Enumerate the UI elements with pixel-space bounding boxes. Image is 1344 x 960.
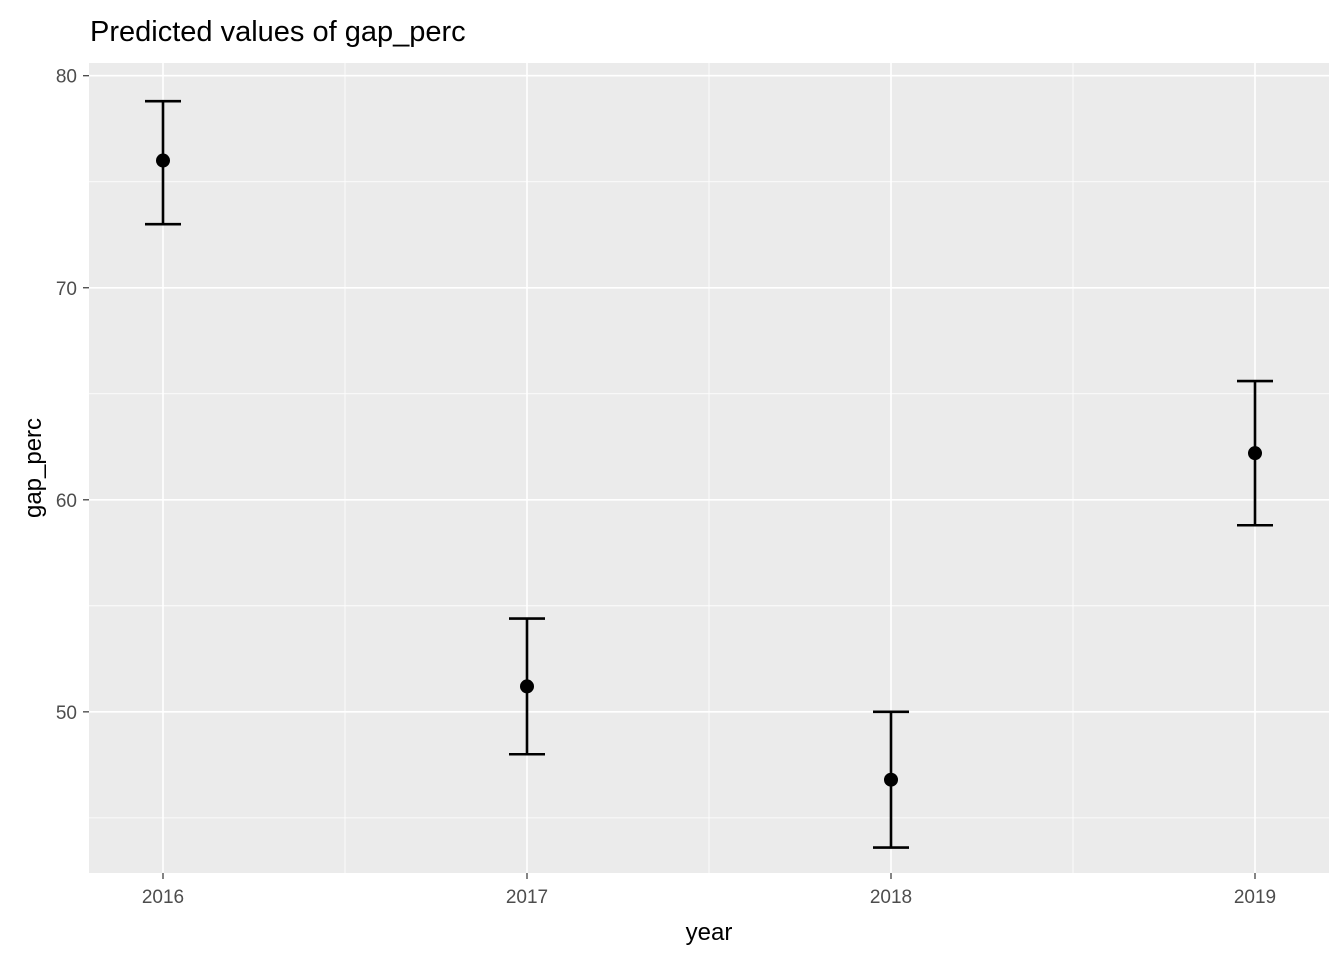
chart-title: Predicted values of gap_perc xyxy=(90,16,466,48)
y-axis: 50 60 70 80 xyxy=(56,67,89,724)
y-tick-label: 80 xyxy=(56,67,77,88)
y-tick-label: 70 xyxy=(56,279,77,300)
x-axis: 2016 2017 2018 2019 xyxy=(142,873,1276,908)
series-marks xyxy=(145,99,1273,849)
data-point xyxy=(884,772,898,787)
data-point xyxy=(520,679,534,694)
x-tick-label: 2017 xyxy=(506,887,548,908)
x-tick-label: 2016 xyxy=(142,887,184,908)
y-tick-label: 50 xyxy=(56,703,77,724)
data-point-group xyxy=(145,99,181,226)
data-point-group xyxy=(1237,379,1273,527)
x-axis-title: year xyxy=(686,919,733,946)
data-point-group xyxy=(873,710,909,849)
x-tick-label: 2019 xyxy=(1234,887,1276,908)
data-point-group xyxy=(509,617,545,756)
data-point xyxy=(1248,446,1262,461)
data-point xyxy=(156,153,170,168)
x-tick-label: 2018 xyxy=(870,887,912,908)
y-axis-title: gap_perc xyxy=(20,418,47,518)
y-tick-label: 60 xyxy=(56,491,77,512)
